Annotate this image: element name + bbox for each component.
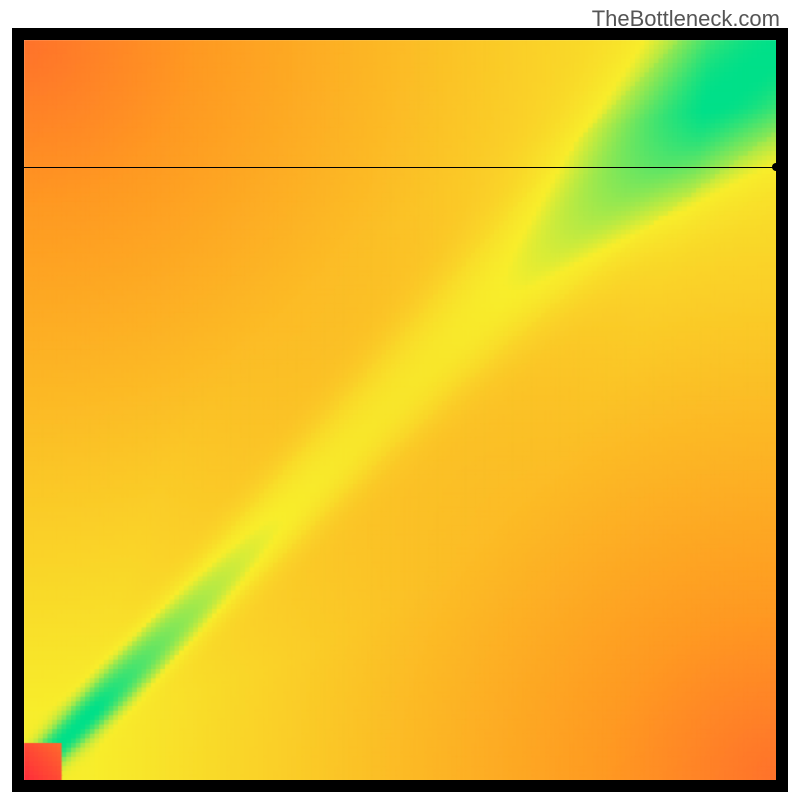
- crosshair-marker: [772, 163, 780, 171]
- plot-frame: [12, 28, 788, 792]
- crosshair-line: [24, 167, 776, 168]
- chart-container: TheBottleneck.com: [0, 0, 800, 800]
